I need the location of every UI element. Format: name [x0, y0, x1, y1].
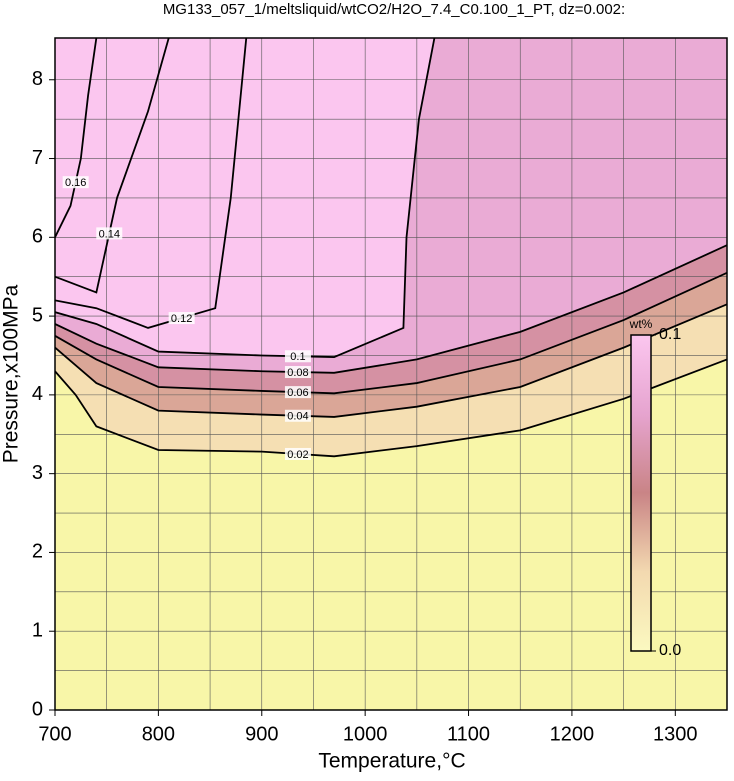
x-tick-label: 800 [142, 723, 175, 745]
colorbar-tick-label: 0.1 [659, 326, 681, 343]
y-tick-label: 5 [32, 304, 43, 326]
y-tick-label: 8 [32, 68, 43, 90]
contour-label-bg [284, 366, 311, 379]
contour-label: 0.1 [290, 351, 305, 363]
contour-label: 0.16 [65, 177, 86, 189]
x-tick-label: 900 [245, 723, 278, 745]
contour-label-bg [284, 447, 311, 460]
y-tick-label: 7 [32, 147, 43, 169]
y-tick-label: 1 [32, 620, 43, 642]
y-axis-label: Pressure,x100MPa [0, 284, 23, 463]
contour-label: 0.08 [287, 367, 308, 379]
contour-line [55, 38, 98, 238]
colorbar-tick-label: 0.0 [659, 642, 681, 659]
y-tick-label: 0 [32, 698, 43, 720]
contour-label-bg [168, 312, 195, 325]
contour-label-bg [284, 409, 311, 422]
y-tick-label: 2 [32, 541, 43, 563]
contour-line [55, 271, 727, 395]
contour-label: 0.06 [287, 387, 308, 399]
x-tick-label: 1200 [550, 723, 595, 745]
x-axis-label: Temperature,°C [318, 750, 465, 773]
x-tick-label: 700 [38, 723, 71, 745]
contour-label: 0.02 [287, 449, 308, 461]
contour-label-bg [96, 227, 123, 240]
y-tick-label: 3 [32, 462, 43, 484]
contour-label: 0.04 [287, 411, 308, 423]
contour-line [55, 38, 436, 358]
colorbar [630, 334, 652, 652]
contour-line [55, 303, 727, 418]
plot-area: 0.02 0.04 0.06 0.08 0.1 0.12 0.14 0.16 [55, 38, 727, 710]
y-tick-label: 4 [32, 383, 43, 405]
y-tick-label: 6 [32, 226, 43, 248]
x-tick-label: 1300 [653, 723, 698, 745]
plot-frame [54, 37, 728, 711]
x-tick-label: 1100 [447, 723, 490, 745]
chart-title: MG133_057_1/meltsliquid/wtCO2/H2O_7.4_C0… [163, 1, 625, 18]
contour-label-bg [284, 350, 311, 363]
colorbar-label: wt% [629, 317, 653, 331]
contour-label: 0.14 [99, 228, 120, 240]
contour-line [55, 244, 727, 374]
x-tick-label: 1000 [343, 723, 388, 745]
contour-label-bg [284, 386, 311, 399]
contour-label-bg [62, 176, 89, 189]
contour-label: 0.12 [171, 313, 192, 325]
